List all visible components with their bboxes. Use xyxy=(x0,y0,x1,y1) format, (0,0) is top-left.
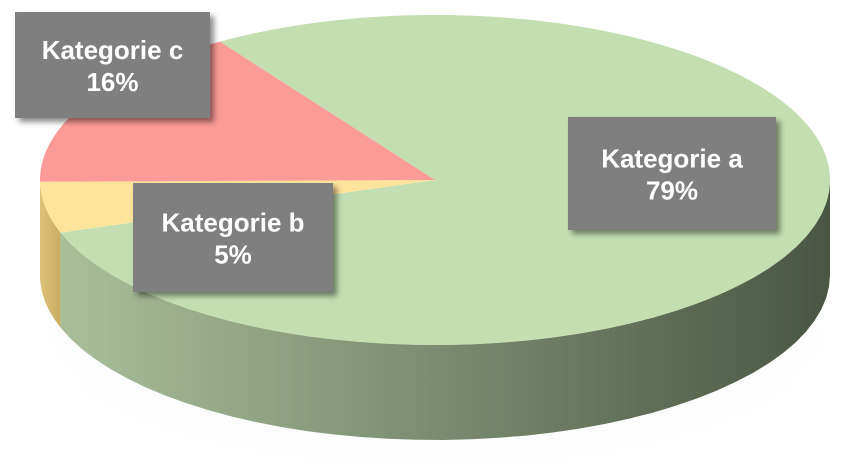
slice-side xyxy=(40,181,61,328)
label-box xyxy=(133,183,333,292)
category-label: Kategorie c xyxy=(42,35,184,65)
labels: Kategorie a79% Kategorie b5% Kategorie c16… xyxy=(15,12,776,292)
value-label: 5% xyxy=(214,240,252,270)
value-label: 16% xyxy=(86,67,138,97)
category-label: Kategorie a xyxy=(601,144,743,174)
label-box xyxy=(568,117,776,230)
slice-side xyxy=(60,180,831,440)
category-label: Kategorie b xyxy=(161,208,304,238)
value-label: 79% xyxy=(646,176,698,206)
label-box xyxy=(15,12,210,118)
